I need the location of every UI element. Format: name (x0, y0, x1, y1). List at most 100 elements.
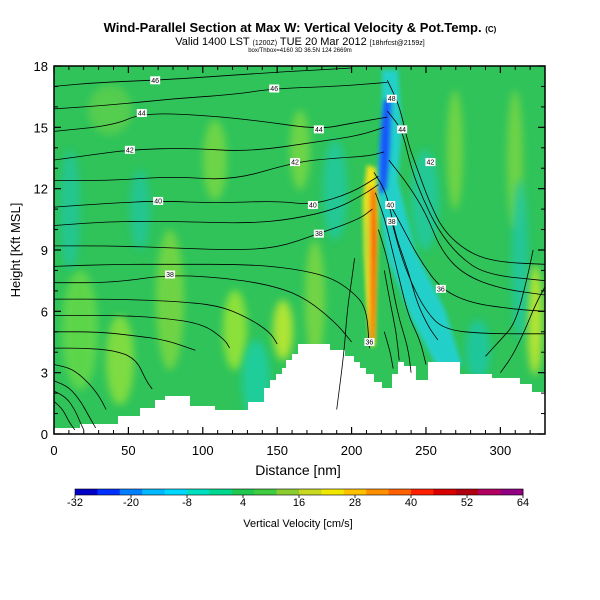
chart-subtitle-2: box/Thbox=4160 3D 36.5N 124 2669m (248, 48, 352, 54)
colorbar-tick-label-4: 16 (293, 497, 305, 509)
colorbar-swatch-15 (411, 489, 434, 495)
contour-line-22 (391, 221, 545, 335)
colorbar-swatch-17 (455, 489, 479, 495)
contour-label-box-11 (397, 125, 408, 134)
y-tick-label-2: 6 (41, 304, 48, 319)
contour-line-6 (54, 315, 230, 349)
contour-line-30 (336, 258, 355, 410)
contour-line-12 (54, 176, 379, 208)
colorbar-swatch-3 (142, 489, 166, 495)
theta-contours (54, 67, 545, 431)
contour-label-box-16 (364, 338, 375, 346)
contour-label-box-10 (386, 94, 397, 103)
contour-label-0: 46 (151, 78, 159, 85)
contour-line-29 (500, 286, 545, 373)
contour-line-10 (54, 208, 373, 250)
subtitle-valid: Valid 1400 LST (175, 36, 250, 48)
contour-label-box-13 (385, 201, 396, 210)
contour-line-4 (54, 347, 153, 390)
contour-line-5 (54, 331, 196, 351)
colorbar-tick-label-1: -20 (123, 497, 139, 509)
contour-label-10: 48 (388, 96, 396, 103)
contour-line-8 (54, 275, 352, 343)
x-axis: 0 50 100 150 200 250 300 (50, 66, 531, 458)
y-tick-label-0: 0 (41, 427, 48, 442)
colorbar-swatch-16 (433, 489, 457, 495)
contour-line-11 (54, 184, 379, 226)
x-tick-label-3: 150 (266, 443, 288, 458)
y-tick-label-5: 15 (34, 120, 48, 135)
contour-label-2: 44 (138, 111, 146, 118)
theta-labels: 46 46 44 44 42 42 40 40 38 38 48 44 42 40 38 36 36 (124, 76, 446, 347)
contour-line-24 (375, 192, 427, 365)
contour-line-20 (388, 159, 545, 296)
colorbar-swatch-6 (209, 489, 233, 495)
contour-line-0 (54, 401, 76, 431)
colorbar-swatch-18 (478, 489, 502, 495)
contour-label-14: 38 (388, 219, 396, 226)
contour-label-15: 36 (437, 286, 445, 293)
contour-label-box-9 (165, 270, 176, 279)
contour-line-25 (378, 229, 412, 373)
contour-label-box-5 (290, 158, 301, 167)
contour-label-box-14 (386, 217, 397, 226)
contour-line-18 (386, 80, 545, 265)
contour-label-6: 40 (154, 198, 162, 205)
contour-label-box-7 (307, 201, 318, 210)
y-axis-label: Height [Kft MSL] (8, 203, 23, 298)
y-tick-label-4: 12 (34, 182, 48, 197)
contour-label-11: 44 (398, 127, 406, 134)
contour-line-2 (54, 380, 97, 429)
colorbar: -32 -20 -8 4 16 28 40 52 64 (67, 488, 529, 509)
contour-label-4: 42 (126, 147, 134, 154)
colorbar-swatch-13 (366, 489, 390, 495)
contour-line-19 (386, 110, 545, 282)
terrain (54, 344, 545, 434)
contour-line-23 (373, 172, 439, 341)
colorbar-swatch-12 (343, 489, 367, 495)
contour-label-box-2 (136, 109, 147, 118)
x-tick-label-1: 50 (121, 443, 135, 458)
colorbar-tick-label-8: 64 (517, 497, 529, 509)
contour-label-box-8 (313, 229, 324, 238)
title-mark: (C) (485, 25, 497, 34)
x-tick-label-6: 300 (490, 443, 512, 458)
contour-label-box-0 (150, 76, 161, 85)
colorbar-tick-label-5: 28 (349, 497, 361, 509)
contour-line-14 (54, 126, 385, 161)
contour-label-8: 38 (315, 231, 323, 238)
contour-label-9: 38 (166, 272, 174, 279)
y-tick-label-6: 18 (34, 59, 48, 74)
contour-line-26 (383, 270, 400, 361)
x-tick-label-2: 100 (192, 443, 214, 458)
y-tick-label-3: 9 (41, 243, 48, 258)
subtitle-date: TUE 20 Mar 2012 (279, 36, 367, 48)
x-tick-label-4: 200 (341, 443, 363, 458)
chart-title: Wind-Parallel Section at Max W: Vertical… (0, 20, 600, 35)
contour-line-17 (54, 67, 352, 87)
contour-label-box-12 (425, 158, 436, 167)
contour-label-13: 40 (386, 203, 394, 210)
colorbar-tick-label-3: 4 (240, 497, 246, 509)
colorbar-tick-label-6: 40 (405, 497, 417, 509)
colorbar-swatch-11 (321, 489, 345, 495)
contour-label-box-3 (313, 125, 324, 134)
colorbar-swatch-2 (119, 489, 143, 495)
contour-label-1: 46 (270, 86, 278, 93)
contour-line-15 (54, 113, 388, 132)
x-tick-label-0: 0 (50, 443, 57, 458)
subtitle-utc: (1200Z) (252, 40, 278, 47)
subtitle-run: [18hrfcst@2159z] (369, 40, 425, 47)
contour-line-16 (54, 82, 388, 110)
colorbar-swatch-7 (231, 489, 255, 495)
contour-label-12: 42 (427, 160, 435, 167)
contour-label-3: 44 (315, 127, 323, 134)
contour-label-box-15 (435, 284, 446, 293)
contour-label-16: 36 (366, 340, 374, 347)
colorbar-swatch-14 (388, 489, 412, 495)
y-tick-label-1: 3 (41, 366, 48, 381)
colorbar-tick-label-0: -32 (67, 497, 83, 509)
